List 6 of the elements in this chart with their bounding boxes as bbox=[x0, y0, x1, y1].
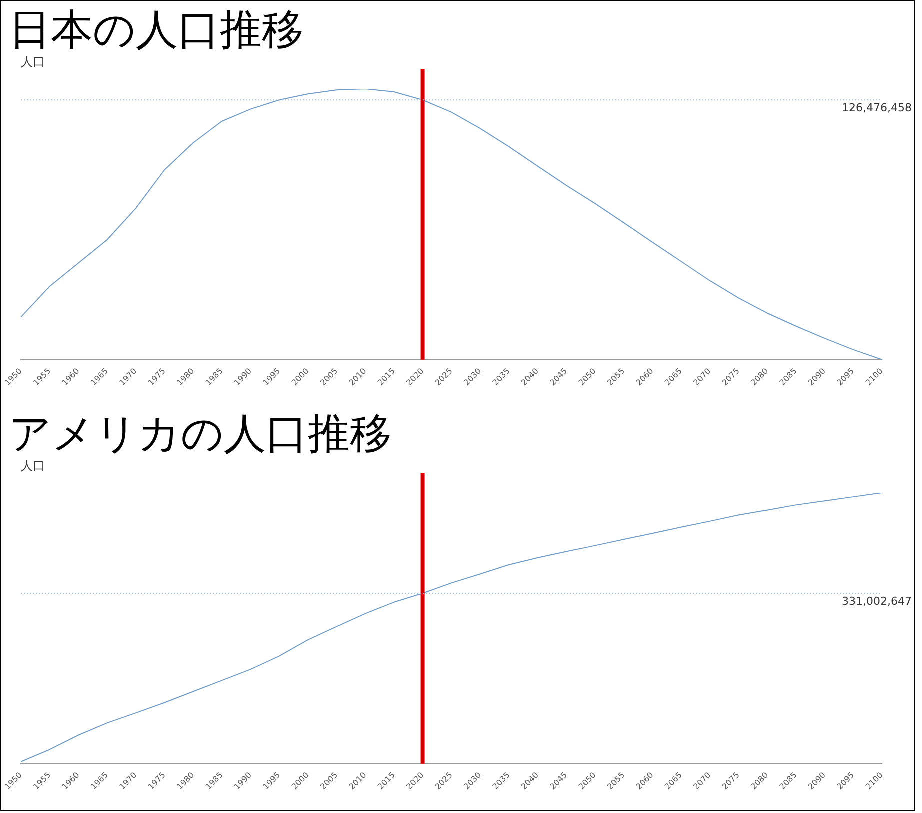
chart-title: アメリカの人口推移 bbox=[9, 409, 393, 459]
annotation: 126,476,458 bbox=[842, 101, 912, 114]
annotation: 331,002,647 bbox=[842, 594, 912, 608]
chart-title: 日本の人口推移 bbox=[9, 5, 305, 55]
y-axis-title: 人口 bbox=[21, 459, 45, 474]
y-axis-title: 人口 bbox=[21, 55, 45, 70]
